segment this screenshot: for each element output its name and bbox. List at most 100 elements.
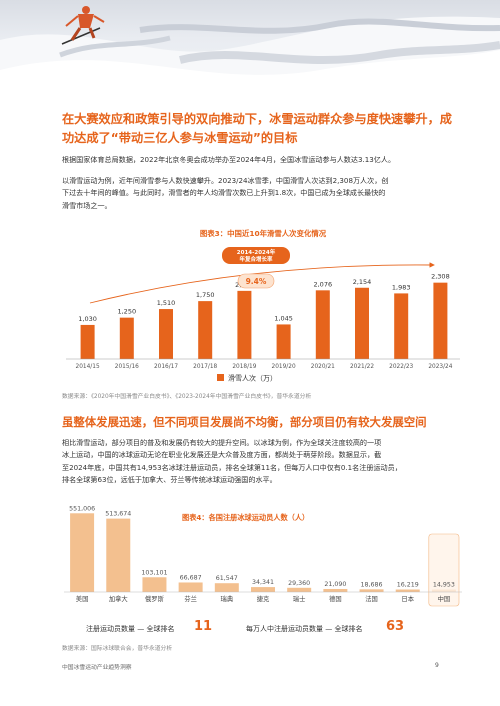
x-tick-label: 加拿大 — [109, 594, 129, 603]
x-tick-label: 2018/19 — [232, 364, 256, 370]
bar-日本 — [395, 589, 420, 592]
cagr-label-line2: 年复合增长率 — [239, 255, 273, 263]
bar-value-label: 103,101 — [141, 569, 167, 576]
bar-value-label: 29,360 — [288, 580, 310, 587]
cagr-arrow — [89, 262, 435, 304]
s2-line-4: 排名全球第63位，远低于加拿大、芬兰等传统冰球运动强国的水平。 — [62, 475, 277, 485]
paragraph-participation: 根据国家体育总局数据，2022年北京冬奥会成功举办至2024年4月，全国冰雪运动… — [62, 155, 396, 164]
bar-value-label: 1,750 — [196, 291, 215, 299]
bar-value-label: 2,308 — [431, 273, 450, 281]
x-tick-label: 2015/16 — [115, 364, 139, 370]
s2-line-1: 相比滑雪运动，部分项目的普及和发展仍有较大的提升空间。以冰球为例，作为全球关注度… — [62, 438, 382, 447]
bar-瑞士 — [287, 587, 312, 592]
stat2-value: 63 — [386, 619, 405, 634]
bar-2022/23 — [394, 293, 409, 359]
chart3-title: 图表3：中国近10年滑雪人次变化情况 — [199, 229, 327, 238]
s2-line-3: 至2024年底，中国共有14,953名冰球注册运动员，排名全球第11名，但每万人… — [62, 462, 402, 472]
x-tick-label: 美国 — [76, 594, 89, 603]
x-tick-label: 德国 — [329, 594, 342, 603]
x-tick-label: 2014/15 — [76, 364, 100, 370]
stat1-label: 注册运动员数量 — 全球排名 — [86, 625, 175, 633]
x-tick-label: 法国 — [365, 594, 378, 603]
bar-value-label: 513,674 — [105, 511, 131, 518]
bar-2021/22 — [355, 287, 369, 359]
section2-heading: 虽整体发展迅速，但不同项目发展尚不均衡，部分项目仍有较大发展空间 — [62, 415, 427, 429]
bar-value-label: 61,547 — [216, 575, 238, 582]
bar-value-label: 551,006 — [69, 505, 95, 512]
bar-value-label: 2,076 — [313, 280, 332, 288]
legend-label: 滑雪人次（万） — [228, 374, 277, 383]
bar-芬兰 — [178, 582, 203, 592]
bar-value-label: 66,687 — [180, 574, 202, 581]
chart4-source: 数据来源：国际冰球联合会，普华永道分析 — [62, 646, 173, 652]
bar-捷克 — [251, 587, 275, 592]
x-tick-label: 2020/21 — [311, 364, 335, 370]
paragraph-hockey: 相比滑雪运动，部分项目的普及和发展仍有较大的提升空间。以冰球为例，作为全球关注度… — [62, 437, 464, 487]
bar-2018/19 — [237, 290, 252, 359]
cagr-label-line1: 2014-2024年 — [237, 248, 276, 256]
bar-value-label: 1,983 — [392, 283, 411, 291]
s2-line-2: 冰上运动，中国的冰球运动无论在职业化发展还是大众普及度方面，都尚处于萌芽阶段。数… — [62, 450, 382, 460]
bar-德国 — [323, 588, 348, 592]
bar-value-label: 16,219 — [397, 582, 419, 589]
china-highlight-box — [428, 533, 460, 607]
chart3-source: 数据来源：《2020年中国滑雪产业白皮书》、《2023-2024年中国滑雪产业白… — [62, 394, 312, 400]
bar-value-label: 2,154 — [353, 278, 372, 286]
bar-value-label: 1,045 — [274, 314, 293, 322]
bar-value-label: 1,510 — [157, 299, 176, 307]
headline: 在大赛效应和政策引导的双向推动下，冰雪运动群众参与度快速攀升，成 功达成了“带动… — [62, 110, 462, 148]
bar-美国 — [70, 513, 95, 592]
footer-title: 中国冰雪运动产业趋势洞察 — [62, 665, 132, 671]
bar-2023/24 — [433, 282, 448, 359]
stat1-value: 11 — [194, 619, 213, 634]
x-tick-label: 芬兰 — [184, 594, 197, 603]
paragraph-skiing: 以滑雪运动为例，近年间滑雪参与人数快速攀升。2023/24冰雪季，中国滑雪人次达… — [62, 175, 464, 212]
headline-line-1: 在大赛效应和政策引导的双向推动下，冰雪运动群众参与度快速攀升，成 — [62, 112, 452, 126]
x-tick-label: 2019/20 — [272, 364, 296, 370]
bar-value-label: 1,030 — [78, 315, 97, 323]
x-tick-label: 捷克 — [257, 594, 270, 603]
bar-2015/16 — [119, 317, 134, 359]
x-tick-label: 中国 — [438, 594, 451, 603]
cagr-value: 9.4% — [246, 277, 267, 286]
headline-line-2: 功达成了“带动三亿人参与冰雪运动”的目标 — [62, 131, 298, 145]
ski-slope-illustration — [0, 6, 500, 96]
hero-banner — [0, 0, 500, 96]
para2-line-3: 滑雪市场之一。 — [62, 200, 112, 210]
chart4-title: 图表4：各国注册冰球运动员人数（人） — [182, 513, 309, 522]
page-number: 9 — [435, 662, 439, 669]
hockey-players-bar-chart: 图表4：各国注册冰球运动员人数（人） 551,006 513,674 103,101… — [64, 505, 462, 607]
x-tick-label: 2021/22 — [350, 364, 374, 370]
x-tick-label: 瑞典 — [221, 594, 234, 603]
x-tick-label: 瑞士 — [293, 594, 306, 603]
ski-visits-bar-chart: 1,0301,2501,5101,7502,0601,0452,0762,154… — [66, 247, 460, 383]
ranking-stats: 注册运动员数量 — 全球排名 11 每万人中注册运动员数量 — 全球排名 63 — [62, 618, 464, 640]
para2-line-2: 下过去十年间的峰值。与此同时，滑雪者的年人均滑雪次数已上升到1.8次，中国已成为… — [62, 188, 386, 198]
bar-加拿大 — [106, 518, 131, 592]
bar-法国 — [359, 589, 384, 592]
stat2-label: 每万人中注册运动员数量 — 全球排名 — [246, 625, 363, 633]
bar-中国 — [431, 589, 456, 592]
bar-瑞典 — [214, 583, 239, 592]
bar-俄罗斯 — [142, 577, 167, 592]
bar-value-label: 1,250 — [117, 308, 136, 316]
x-tick-label: 俄罗斯 — [145, 594, 165, 603]
bar-2019/20 — [276, 324, 291, 359]
bar-2017/18 — [198, 301, 213, 359]
legend-swatch — [217, 374, 224, 381]
bar-2020/21 — [315, 290, 330, 359]
x-tick-label: 2016/17 — [154, 364, 178, 370]
x-tick-label: 日本 — [401, 594, 414, 603]
bar-2014/15 — [80, 324, 95, 359]
skier-figure — [61, 6, 105, 45]
para2-line-1: 以滑雪运动为例，近年间滑雪参与人数快速攀升。2023/24冰雪季，中国滑雪人次达… — [62, 176, 389, 185]
bar-2016/17 — [159, 309, 173, 359]
bar-value-label: 14,953 — [433, 582, 455, 589]
x-tick-label: 2023/24 — [428, 364, 452, 370]
cagr-value-pill — [237, 273, 275, 289]
x-tick-label: 2022/23 — [389, 364, 413, 370]
cagr-label-box — [222, 247, 290, 264]
bar-value-label: 21,090 — [324, 581, 346, 588]
bar-value-label: 18,686 — [361, 581, 383, 588]
x-tick-label: 2017/18 — [193, 364, 217, 370]
